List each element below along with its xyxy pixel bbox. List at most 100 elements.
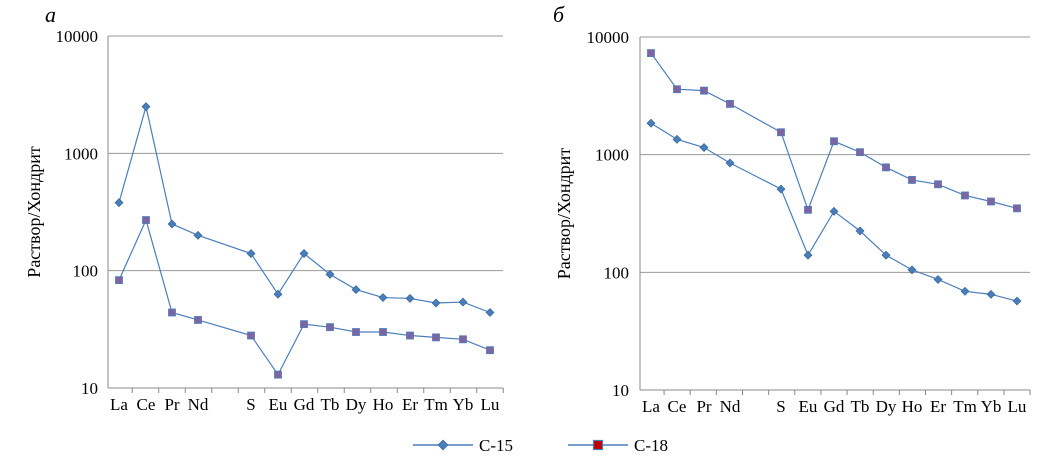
- data-point-c15: [829, 206, 839, 216]
- data-point-c18: [274, 370, 282, 379]
- x-tick-label: Dy: [346, 395, 367, 414]
- data-point-c18: [486, 346, 494, 355]
- data-point-c18: [142, 216, 150, 224]
- x-tick-label: Lu: [1008, 397, 1027, 416]
- data-point-c18: [934, 180, 942, 189]
- data-point-c15: [881, 250, 891, 260]
- data-point-c15: [458, 297, 468, 307]
- data-point-c15: [725, 158, 735, 168]
- y-tick-label: 100: [73, 262, 99, 281]
- legend-label: С-15: [479, 436, 513, 455]
- panel-label: а: [45, 2, 56, 27]
- y-tick-label: 100: [604, 263, 630, 282]
- y-tick-label: 10: [612, 381, 629, 400]
- data-point-c15: [405, 293, 415, 303]
- x-tick-label: Er: [402, 395, 418, 414]
- panel-label: б: [553, 2, 565, 27]
- series-line-С-15: [118, 106, 491, 314]
- data-point-c18: [194, 316, 202, 324]
- x-tick-label: Er: [930, 397, 946, 416]
- x-tick-label: Yb: [981, 397, 1002, 416]
- legend-item-С-15: С-15: [413, 436, 513, 455]
- legend-marker-diamond: [437, 439, 449, 451]
- data-point-c18: [1013, 204, 1021, 213]
- x-tick-label: Eu: [799, 397, 818, 416]
- data-point-c18: [804, 205, 812, 214]
- data-point-c18: [673, 85, 681, 94]
- data-point-c15: [907, 265, 917, 275]
- y-tick-label: 10000: [587, 28, 630, 47]
- data-point-c15: [803, 250, 813, 260]
- legend-marker-square: [592, 439, 604, 451]
- chart-panel-a: а 10 100 1000 10000 La Ce Pr Nd S Eu Gd Tb Dy Ho Er Tm Yb…: [24, 2, 504, 414]
- series-line-С-15: [650, 122, 1018, 302]
- data-point-c15: [114, 198, 124, 208]
- data-point-c15: [193, 230, 203, 240]
- data-point-c18: [326, 323, 334, 332]
- y-axis-title: Раствор/Хондрит: [554, 148, 574, 280]
- data-point-c15: [378, 293, 388, 302]
- data-point-c18: [856, 148, 864, 157]
- x-tick-label: S: [776, 397, 785, 416]
- chart-panel-b: б 10 100 1000 10000 La Ce Pr Nd S Eu Gd Tb Dy Ho Er Tm Yb…: [553, 2, 1031, 416]
- data-point-c15: [485, 308, 495, 317]
- x-tick-label: Nd: [720, 397, 741, 416]
- y-tick-label: 10000: [56, 27, 99, 46]
- x-tick-label: Pr: [696, 397, 711, 416]
- data-point-c18: [168, 308, 176, 317]
- data-point-c18: [908, 176, 916, 184]
- x-tick-label: Tm: [424, 395, 448, 414]
- data-point-c15: [273, 289, 283, 299]
- data-point-c18: [882, 163, 890, 172]
- data-point-c15: [672, 134, 682, 144]
- data-point-c15: [960, 286, 970, 296]
- data-point-c15: [646, 118, 656, 128]
- x-tick-label: Ho: [902, 397, 923, 416]
- x-tick-label: Ce: [137, 395, 156, 414]
- data-point-c18: [700, 86, 708, 95]
- x-tick-label: Gd: [294, 395, 315, 414]
- x-tick-label: La: [642, 397, 660, 416]
- data-point-c18: [432, 333, 440, 342]
- y-tick-label: 10: [81, 379, 98, 398]
- x-tick-label: Dy: [876, 397, 897, 416]
- series-line-С-18: [650, 52, 1018, 212]
- data-point-c18: [115, 276, 123, 285]
- x-tick-label: Lu: [481, 395, 500, 414]
- x-tick-label: Nd: [188, 395, 209, 414]
- data-point-c15: [167, 219, 177, 229]
- data-point-c18: [352, 328, 360, 336]
- data-point-c15: [351, 285, 361, 294]
- x-tick-label: Tb: [851, 397, 870, 416]
- x-tick-label: Tm: [953, 397, 977, 416]
- data-point-c15: [699, 143, 709, 152]
- data-point-c18: [830, 137, 838, 146]
- series-line-С-18: [118, 218, 491, 376]
- legend-item-С-18: С-18: [568, 436, 668, 455]
- y-tick-label: 1000: [64, 144, 98, 163]
- data-point-c15: [933, 275, 943, 284]
- legend-label: С-18: [634, 436, 668, 455]
- data-point-c15: [299, 249, 309, 258]
- x-tick-label: Tb: [321, 395, 340, 414]
- y-tick-label: 1000: [595, 146, 629, 165]
- y-axis-title: Раствор/Хондрит: [24, 146, 44, 278]
- data-point-c18: [379, 328, 387, 336]
- x-tick-label: Ho: [373, 395, 394, 414]
- data-point-c15: [986, 289, 996, 299]
- data-point-c18: [726, 100, 734, 108]
- x-tick-label: Yb: [453, 395, 474, 414]
- data-point-c18: [459, 335, 467, 344]
- data-point-c15: [141, 102, 151, 112]
- legend: С-15 С-18: [413, 436, 668, 455]
- data-point-c15: [325, 269, 335, 279]
- data-point-c18: [647, 49, 655, 57]
- data-point-c18: [406, 331, 414, 340]
- data-point-c15: [246, 249, 256, 258]
- data-point-c15: [1012, 296, 1022, 306]
- data-point-c18: [987, 197, 995, 206]
- x-tick-label: Pr: [164, 395, 179, 414]
- data-point-c18: [247, 331, 255, 340]
- data-point-c15: [776, 184, 786, 194]
